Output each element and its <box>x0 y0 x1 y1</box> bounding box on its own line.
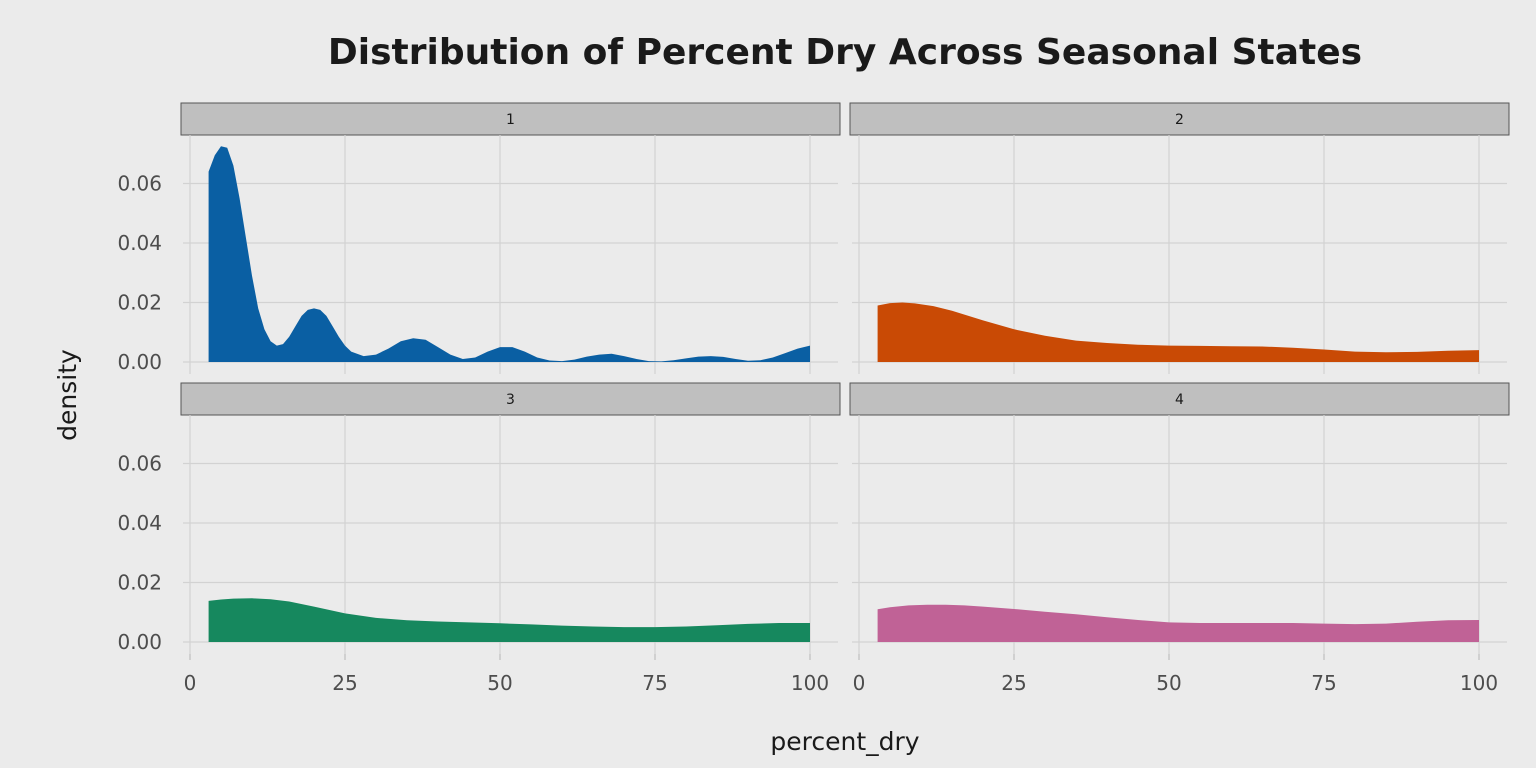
x-tick-label: 75 <box>642 671 667 695</box>
facet-strip-label: 2 <box>1175 112 1184 128</box>
facet-panel-4: 4 0 25 50 75 100 <box>849 382 1510 695</box>
density-area <box>208 146 811 362</box>
y-tick-label: 0.02 <box>117 291 162 315</box>
density-area <box>877 302 1479 362</box>
x-tick-label: 25 <box>332 671 357 695</box>
facet-strip <box>180 382 841 416</box>
y-tick-label: 0.04 <box>117 511 162 535</box>
y-axis-title: density <box>53 349 82 441</box>
y-tick-label: 0.04 <box>117 231 162 255</box>
x-tick-label: 75 <box>1311 671 1336 695</box>
facet-strip <box>849 102 1510 136</box>
x-axis-title: percent_dry <box>770 727 919 756</box>
x-tick-label: 0 <box>853 671 866 695</box>
x-tick-label: 25 <box>1001 671 1026 695</box>
facet-strip <box>849 382 1510 416</box>
y-tick-label: 0.06 <box>117 172 162 196</box>
facet-panels: 1 0.00 0.02 0.04 0.06 2 3 0.00 0.02 0.04 0.06 0 25 50… <box>117 102 1510 695</box>
chart-title: Distribution of Percent Dry Across Seaso… <box>328 32 1362 73</box>
x-tick-label: 100 <box>1460 671 1498 695</box>
facet-panel-2: 2 <box>849 102 1510 374</box>
facet-strip-label: 4 <box>1175 392 1184 408</box>
density-area <box>208 598 811 642</box>
facet-panel-3: 3 0.00 0.02 0.04 0.06 0 25 50 75 100 <box>117 382 841 695</box>
y-tick-label: 0.00 <box>117 630 162 654</box>
facet-strip-label: 1 <box>506 112 515 128</box>
density-area <box>877 604 1479 642</box>
facet-strip <box>180 102 841 136</box>
facet-strip-label: 3 <box>506 392 515 408</box>
facet-panel-1: 1 0.00 0.02 0.04 0.06 <box>117 102 841 374</box>
x-tick-label: 50 <box>487 671 512 695</box>
x-tick-label: 50 <box>1156 671 1181 695</box>
x-tick-label: 0 <box>184 671 197 695</box>
y-tick-label: 0.02 <box>117 571 162 595</box>
x-tick-label: 100 <box>791 671 829 695</box>
y-tick-label: 0.06 <box>117 452 162 476</box>
y-tick-label: 0.00 <box>117 350 162 374</box>
